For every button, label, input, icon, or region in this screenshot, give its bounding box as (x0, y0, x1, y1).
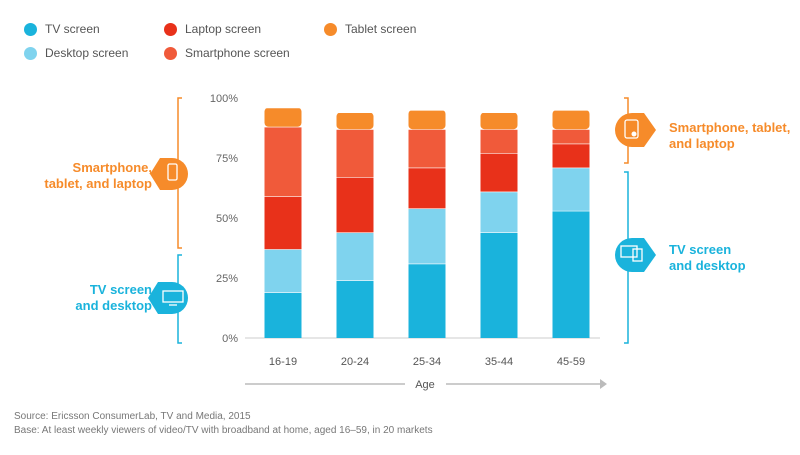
bar-segment (552, 129, 590, 144)
bar-segment (408, 129, 446, 168)
legend-swatch-desktop (24, 46, 37, 60)
legend-item-smartphone: Smartphone screen (164, 46, 290, 60)
hand-icon (631, 131, 637, 137)
left-bottom-line1: TV screen (89, 282, 152, 297)
tv-icon (162, 290, 184, 303)
left-bottom-badge (148, 282, 188, 314)
left-top-badge (150, 158, 188, 190)
legend-label-laptop: Laptop screen (185, 22, 262, 36)
left-top-line1: Smartphone, (72, 160, 152, 175)
right-top-line2: and laptop (669, 136, 735, 151)
bar-segment (552, 210, 590, 338)
legend-item-tv: TV screen (24, 22, 100, 36)
footer: Source: Ericsson ConsumerLab, TV and Med… (14, 410, 433, 438)
bar-segment (264, 249, 302, 293)
x-tick-label: 45-59 (557, 356, 585, 368)
bar-segment (264, 292, 302, 338)
bar-segment (480, 232, 518, 338)
bar-segment (552, 110, 590, 130)
left-top-annotation: Smartphone, tablet, and laptop (2, 160, 152, 192)
bar-segment (408, 167, 446, 209)
y-tick-label: 25% (216, 273, 238, 285)
bar-segment (336, 232, 374, 281)
legend-item-laptop: Laptop screen (164, 22, 261, 36)
left-bottom-line2: and desktop (75, 298, 152, 313)
y-tick-label: 0% (222, 333, 238, 345)
bar-segment (264, 196, 302, 250)
x-tick-label: 20-24 (341, 356, 369, 368)
right-top-line1: Smartphone, tablet, (669, 120, 791, 135)
bar-segment (552, 167, 590, 211)
bar-segment (264, 107, 302, 127)
legend-label-tv: TV screen (45, 22, 100, 36)
x-axis-label: Age (415, 379, 435, 391)
x-tick-label: 35-44 (485, 356, 513, 368)
bar-segment (336, 280, 374, 338)
legend-swatch-laptop (164, 22, 177, 36)
legend-label-tablet: Tablet screen (345, 22, 417, 36)
smartphone-icon (167, 163, 178, 181)
monitor-icon (632, 248, 643, 262)
bar-segment (480, 153, 518, 192)
legend-swatch-tv (24, 22, 37, 36)
legend-swatch-smartphone (164, 46, 177, 60)
bar-segment (264, 126, 302, 197)
legend-item-tablet: Tablet screen (324, 22, 416, 36)
desktop-icon (620, 245, 638, 258)
right-top-badge (615, 113, 656, 147)
x-axis-arrowhead (600, 379, 607, 389)
left-bottom-annotation: TV screen and desktop (2, 282, 152, 314)
footer-source: Source: Ericsson ConsumerLab, TV and Med… (14, 411, 251, 422)
bar-segment (336, 129, 374, 178)
bar-segment (480, 191, 518, 233)
legend: TV screen Laptop screen Tablet screen De… (24, 22, 444, 68)
legend-label-smartphone: Smartphone screen (185, 46, 290, 60)
bar-segment (552, 143, 590, 168)
bar-segment (408, 208, 446, 264)
bar-segment (336, 177, 374, 233)
legend-label-desktop: Desktop screen (45, 46, 129, 60)
bar-segment (336, 112, 374, 130)
x-tick-label: 16-19 (269, 356, 297, 368)
y-tick-label: 75% (216, 153, 238, 165)
legend-swatch-tablet (324, 22, 337, 36)
legend-item-desktop: Desktop screen (24, 46, 128, 60)
left-top-line2: tablet, and laptop (44, 176, 152, 191)
y-tick-label: 50% (216, 213, 238, 225)
right-bottom-annotation: TV screen and desktop (669, 242, 794, 274)
footer-base: Base: At least weekly viewers of video/T… (14, 425, 433, 436)
right-bottom-line1: TV screen (669, 242, 732, 257)
bar-segment (480, 129, 518, 154)
bar-segment (408, 263, 446, 338)
right-bottom-line2: and desktop (669, 258, 746, 273)
bar-segment (480, 112, 518, 130)
y-tick-label: 100% (210, 93, 238, 105)
right-top-annotation: Smartphone, tablet, and laptop (669, 120, 794, 152)
bar-segment (408, 110, 446, 130)
tablet-icon (624, 119, 639, 139)
x-tick-label: 25-34 (413, 356, 441, 368)
